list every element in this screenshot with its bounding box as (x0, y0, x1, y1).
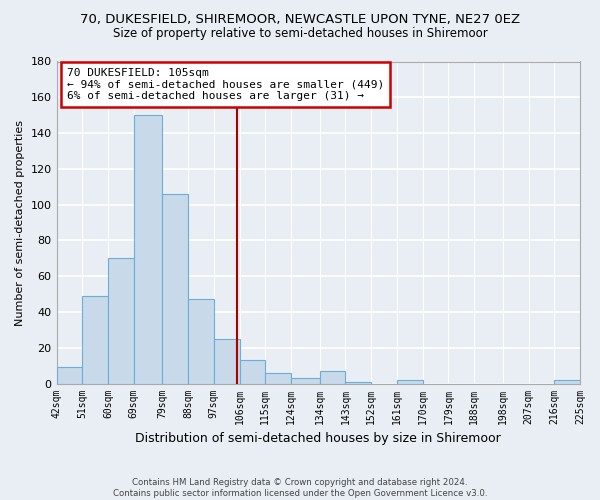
Text: 70, DUKESFIELD, SHIREMOOR, NEWCASTLE UPON TYNE, NE27 0EZ: 70, DUKESFIELD, SHIREMOOR, NEWCASTLE UPO… (80, 12, 520, 26)
Bar (214, 339, 239, 384)
Y-axis label: Number of semi-detached properties: Number of semi-detached properties (15, 120, 25, 326)
Bar (82, 296, 108, 384)
Bar (188, 300, 214, 384)
Bar (56, 368, 82, 384)
Bar (239, 360, 265, 384)
Bar (108, 258, 134, 384)
Bar (291, 378, 320, 384)
Bar (265, 373, 291, 384)
Text: Size of property relative to semi-detached houses in Shiremoor: Size of property relative to semi-detach… (113, 28, 487, 40)
Bar (163, 194, 188, 384)
Bar (346, 382, 371, 384)
Bar (134, 115, 163, 384)
Text: 70 DUKESFIELD: 105sqm
← 94% of semi-detached houses are smaller (449)
6% of semi: 70 DUKESFIELD: 105sqm ← 94% of semi-deta… (67, 68, 384, 101)
Bar (554, 380, 580, 384)
Bar (320, 371, 346, 384)
X-axis label: Distribution of semi-detached houses by size in Shiremoor: Distribution of semi-detached houses by … (136, 432, 501, 445)
Text: Contains HM Land Registry data © Crown copyright and database right 2024.
Contai: Contains HM Land Registry data © Crown c… (113, 478, 487, 498)
Bar (397, 380, 422, 384)
